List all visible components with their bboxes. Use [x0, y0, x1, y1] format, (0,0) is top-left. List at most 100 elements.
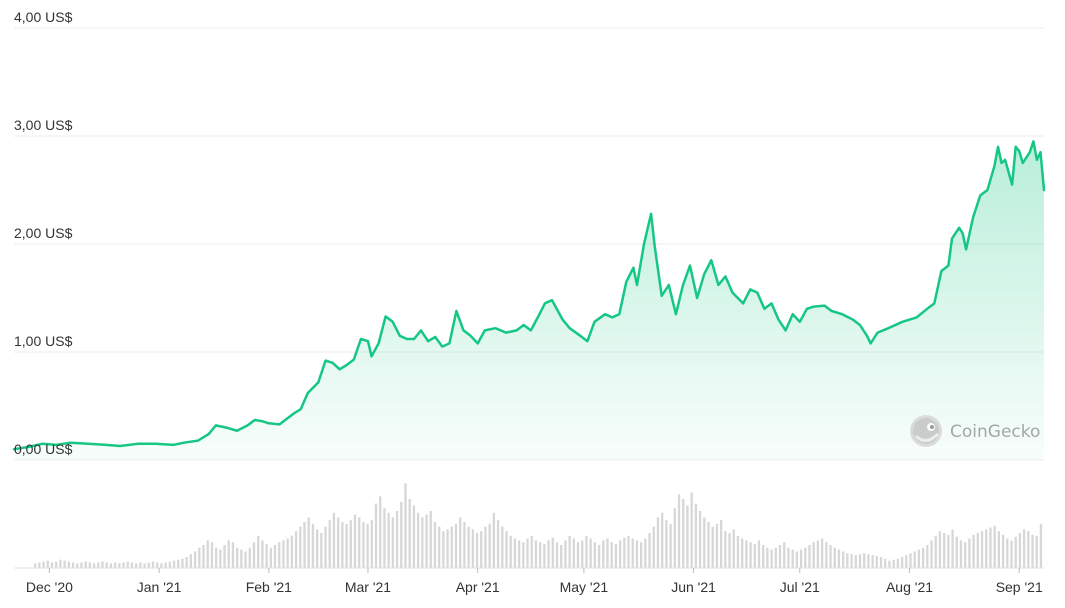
volume-bar — [202, 545, 205, 568]
volume-bar — [248, 547, 251, 568]
x-tick-label: Apr '21 — [456, 579, 500, 595]
volume-bar — [84, 561, 87, 568]
volume-bar — [63, 560, 66, 568]
volume-bar — [774, 547, 777, 568]
volume-bar — [311, 523, 315, 568]
price-point — [901, 320, 904, 323]
volume-bar — [980, 531, 984, 568]
volume-bar — [433, 522, 437, 568]
price-point — [667, 284, 670, 286]
price-point — [561, 318, 564, 321]
x-tick-label: Sep '21 — [996, 579, 1043, 595]
price-point — [784, 329, 787, 332]
price-point — [993, 165, 996, 168]
volume-bar — [745, 540, 748, 568]
volume-bar — [475, 533, 479, 568]
price-point — [1011, 183, 1014, 186]
y-axis: 0,00 US$ 1,00 US$ 2,00 US$ 3,00 US$ 4,00 US$ — [14, 9, 73, 457]
price-point — [674, 313, 677, 316]
volume-bar — [930, 540, 933, 568]
price-point — [1028, 151, 1031, 154]
volume-bar — [707, 522, 710, 568]
volume-bar — [341, 522, 344, 568]
volume-bar — [408, 499, 411, 568]
price-point — [696, 297, 699, 299]
volume-bar — [682, 499, 685, 568]
price-point — [866, 334, 868, 337]
price-point — [306, 392, 309, 394]
volume-bar — [795, 551, 799, 568]
volume-bar — [143, 563, 146, 568]
volume-bar — [492, 512, 496, 568]
volume-bar — [261, 540, 264, 568]
price-point — [505, 331, 507, 334]
volume-bar — [875, 556, 878, 568]
price-point — [551, 299, 553, 302]
y-tick-label: 0,00 US$ — [14, 441, 73, 457]
x-tick-label: Dec '20 — [26, 579, 73, 595]
x-tick-label: Jul '21 — [780, 579, 820, 595]
volume-bar — [252, 542, 256, 568]
price-point — [345, 364, 348, 366]
volume-bar — [50, 562, 54, 568]
price-point — [207, 433, 210, 435]
volume-bar — [640, 542, 643, 568]
volume-bar — [177, 559, 180, 568]
volume-bar — [366, 523, 369, 568]
volume-bar — [1014, 536, 1017, 568]
price-area-fill — [14, 141, 1044, 460]
volume-bar — [888, 560, 891, 568]
volume-bar — [669, 523, 672, 568]
volume-bar — [345, 523, 348, 568]
volume-bar — [787, 547, 790, 568]
price-point — [462, 329, 465, 332]
price-point — [1004, 158, 1006, 161]
volume-bar — [593, 542, 597, 568]
volume-bar — [555, 542, 559, 568]
price-point — [448, 342, 451, 345]
volume-bar — [610, 542, 613, 568]
volume-bar — [438, 526, 441, 568]
price-point — [1039, 151, 1042, 154]
volume-bar — [101, 561, 104, 568]
price-point — [246, 424, 249, 427]
price-point — [682, 284, 684, 286]
price-point — [915, 316, 918, 319]
volume-bar — [265, 544, 268, 568]
price-point — [926, 307, 929, 310]
price-point — [876, 331, 879, 334]
price-point — [214, 424, 217, 427]
price-point — [260, 420, 263, 423]
price-point — [770, 302, 773, 305]
volume-bar — [505, 531, 508, 568]
volume-bar — [88, 562, 92, 568]
volume-bar — [698, 510, 702, 568]
price-point — [724, 275, 727, 278]
volume-bar — [358, 517, 361, 568]
price-point — [331, 361, 334, 364]
volume-bar — [631, 538, 634, 568]
volume-bar — [1035, 535, 1038, 568]
volume-bar — [223, 545, 226, 568]
volume-bar — [816, 540, 820, 568]
volume-bar — [884, 558, 887, 568]
volume-bar — [921, 547, 925, 568]
volume-bar — [370, 520, 373, 568]
coingecko-logo-icon — [910, 415, 942, 447]
volume-bar — [829, 545, 832, 568]
price-point — [986, 189, 989, 191]
volume-bar — [812, 542, 815, 568]
volume-bar — [879, 556, 883, 568]
volume-bar — [147, 562, 150, 568]
price-point — [586, 340, 589, 343]
volume-bar — [1039, 523, 1043, 568]
volume-bar — [113, 562, 117, 568]
volume-bar — [534, 540, 538, 568]
volume-bar — [67, 561, 70, 568]
price-point — [27, 446, 30, 448]
volume-bar — [892, 559, 895, 568]
volume-bar — [614, 544, 618, 568]
volume-bar — [374, 503, 378, 568]
volume-bar — [299, 526, 302, 568]
volume-bar — [379, 496, 382, 568]
